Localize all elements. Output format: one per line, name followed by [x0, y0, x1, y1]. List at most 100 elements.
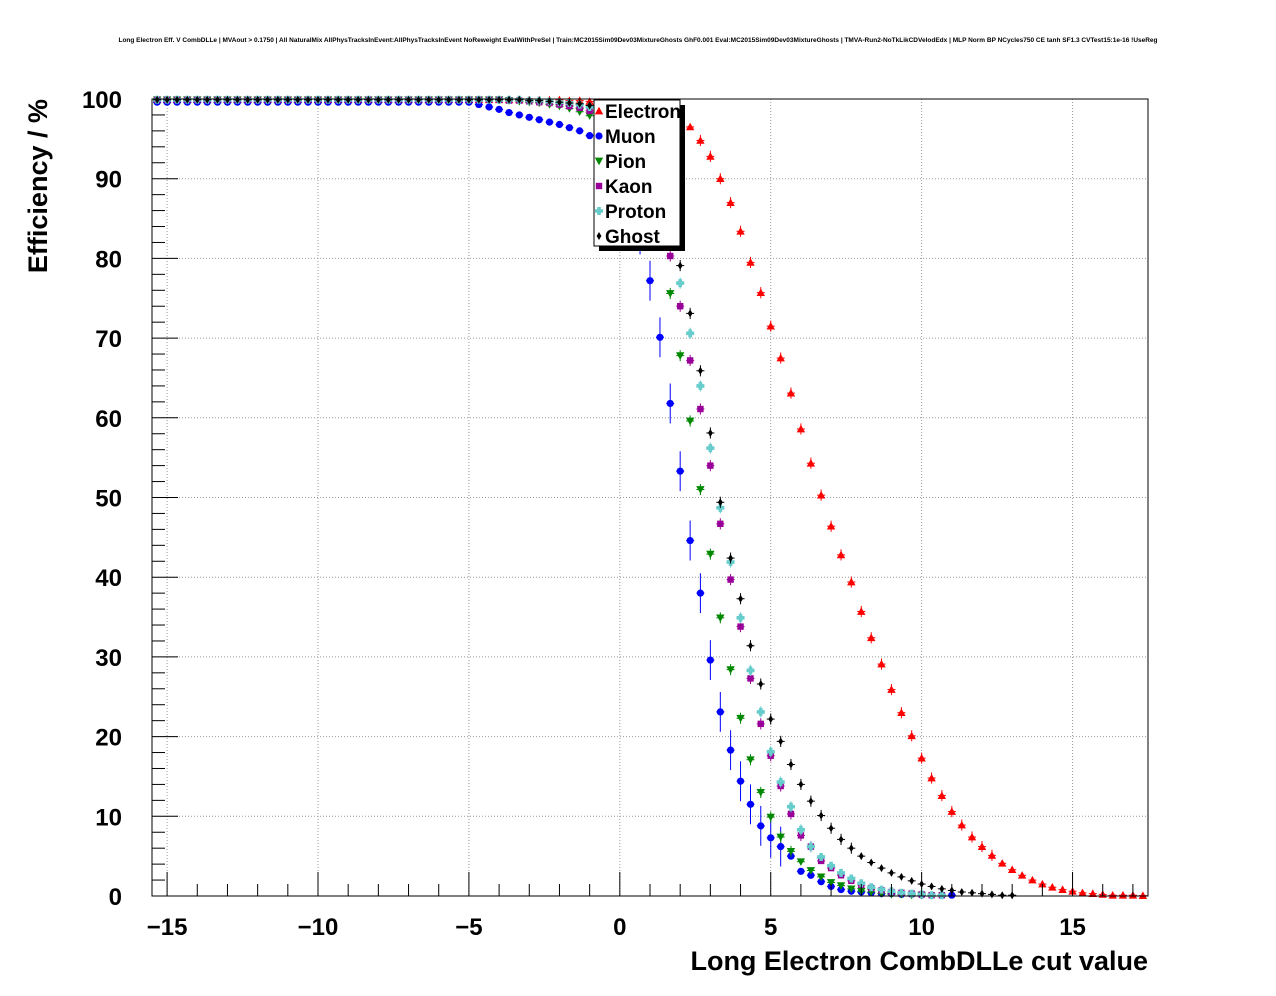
data-point-ghost — [295, 95, 301, 104]
data-point-muon — [565, 124, 574, 132]
data-point-ghost — [184, 95, 190, 104]
data-point-ghost — [728, 554, 733, 563]
data-point-ghost — [879, 864, 884, 873]
data-point-proton — [827, 861, 836, 870]
data-point-ghost — [798, 780, 804, 789]
data-point-ghost — [355, 95, 361, 104]
data-point-electron — [967, 832, 977, 841]
y-tick-label: 70 — [95, 326, 122, 353]
data-point-ghost — [929, 882, 934, 891]
data-point-pion — [696, 486, 705, 494]
data-points — [152, 95, 1148, 900]
x-tick-label: −5 — [455, 914, 482, 941]
data-point-ghost — [587, 101, 593, 110]
data-point-electron — [685, 122, 695, 131]
axis-ticks — [152, 98, 1134, 897]
x-tick-label: 10 — [908, 914, 935, 941]
data-point-electron — [1058, 885, 1067, 893]
data-point-muon — [525, 113, 533, 121]
y-tick-label: 80 — [95, 246, 122, 273]
data-point-electron — [1118, 891, 1128, 899]
data-point-pion — [726, 666, 735, 674]
data-point-pion — [756, 789, 765, 797]
legend-label: Muon — [605, 127, 656, 148]
data-point-proton — [927, 891, 936, 900]
data-point-muon — [757, 822, 765, 830]
data-point-electron — [706, 152, 715, 160]
data-point-muon — [576, 127, 584, 135]
data-point-electron — [585, 97, 594, 105]
data-point-proton — [786, 802, 795, 811]
data-point-pion — [786, 848, 796, 856]
data-point-pion — [847, 885, 856, 894]
data-point-kaon — [707, 462, 714, 469]
data-point-kaon — [676, 303, 684, 310]
chart-title: Long Electron Eff. V CombDLLe | MVAout >… — [118, 37, 1157, 44]
data-point-ghost — [466, 95, 472, 104]
data-point-ghost — [899, 872, 904, 881]
data-point-muon — [696, 589, 705, 597]
data-point-kaon — [757, 720, 764, 728]
legend-marker-kaon — [595, 182, 603, 190]
y-tick-label: 0 — [109, 884, 122, 911]
data-point-ghost — [828, 824, 834, 833]
data-point-proton — [897, 888, 906, 897]
data-point-kaon — [686, 357, 694, 364]
y-tick-label: 40 — [95, 565, 122, 592]
data-point-ghost — [707, 428, 713, 437]
data-point-electron — [766, 321, 775, 330]
data-point-ghost — [154, 95, 160, 104]
data-point-electron — [877, 659, 886, 668]
data-point-ghost — [506, 95, 512, 104]
data-point-proton — [806, 842, 815, 851]
data-point-ghost — [476, 95, 482, 104]
data-point-muon — [555, 120, 564, 129]
data-point-pion — [716, 614, 725, 623]
data-point-ghost — [446, 95, 452, 104]
legend-entry-pion: Pion — [594, 152, 646, 173]
legend-label: Proton — [605, 202, 666, 223]
data-point-ghost — [778, 737, 784, 746]
data-point-muon — [646, 277, 654, 285]
data-point-ghost — [174, 95, 180, 104]
data-point-ghost — [416, 95, 421, 104]
data-point-ghost — [255, 95, 261, 104]
data-point-ghost — [194, 95, 200, 104]
data-point-proton — [837, 868, 846, 877]
data-point-pion — [766, 813, 775, 822]
data-point-ghost — [164, 95, 170, 104]
data-point-electron — [816, 490, 826, 499]
data-point-electron — [736, 227, 745, 235]
y-tick-label: 100 — [82, 87, 122, 114]
legend-entry-electron: Electron — [594, 102, 681, 123]
data-point-kaon — [727, 576, 734, 583]
x-tick-label: 0 — [613, 914, 626, 941]
data-point-electron — [987, 851, 997, 859]
data-point-muon — [485, 103, 493, 111]
data-point-ghost — [768, 715, 774, 724]
data-point-electron — [796, 424, 806, 433]
legend-marker-proton — [595, 207, 603, 215]
data-point-ghost — [818, 811, 824, 820]
data-point-electron — [726, 198, 735, 206]
data-point-pion — [675, 352, 685, 360]
data-point-electron — [1088, 889, 1097, 897]
data-point-electron — [786, 388, 796, 397]
data-point-pion — [816, 873, 826, 882]
data-point-ghost — [204, 95, 210, 104]
data-point-ghost — [315, 95, 321, 104]
data-point-muon — [676, 467, 684, 475]
data-point-electron — [917, 753, 926, 762]
data-point-electron — [806, 459, 816, 467]
data-point-kaon — [747, 675, 754, 682]
data-point-pion — [826, 879, 836, 887]
data-point-proton — [686, 329, 695, 338]
data-point-pion — [776, 833, 785, 842]
data-point-pion — [836, 882, 846, 890]
data-point-pion — [585, 112, 594, 120]
data-point-electron — [1078, 888, 1087, 897]
data-point-proton — [907, 889, 916, 898]
data-point-proton — [877, 885, 886, 894]
x-tick-labels: −15 −10 −5 0 5 10 15 — [147, 914, 1086, 941]
